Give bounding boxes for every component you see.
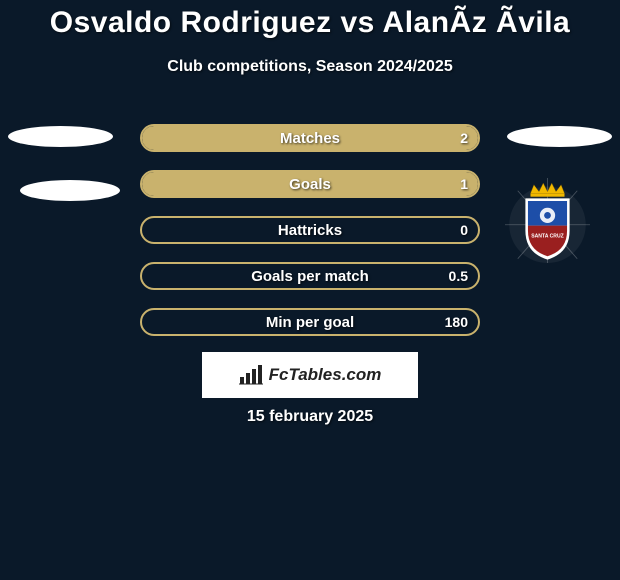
left-player-badge-placeholder-1 (8, 126, 113, 147)
stat-bar-goals-per-match: Goals per match 0.5 (140, 262, 480, 290)
right-player-badge-placeholder (507, 126, 612, 147)
stat-label: Goals (142, 172, 478, 196)
stat-bar-goals: Goals 1 (140, 170, 480, 198)
crest-icon: SANTA CRUZ (505, 178, 590, 263)
page-root: Osvaldo Rodriguez vs AlanÃz Ãvila Club c… (0, 0, 620, 580)
stat-label: Matches (142, 126, 478, 150)
stat-value: 180 (445, 310, 468, 334)
stat-bar-matches: Matches 2 (140, 124, 480, 152)
stat-value: 0.5 (449, 264, 468, 288)
stat-label: Min per goal (142, 310, 478, 334)
left-player-badge-placeholder-2 (20, 180, 120, 201)
page-subtitle: Club competitions, Season 2024/2025 (0, 58, 620, 76)
stat-value: 1 (460, 172, 468, 196)
watermark: FcTables.com (202, 352, 418, 398)
stat-label: Hattricks (142, 218, 478, 242)
stat-label: Goals per match (142, 264, 478, 288)
footer-date: 15 february 2025 (0, 408, 620, 426)
bar-chart-icon (239, 365, 263, 385)
page-title: Osvaldo Rodriguez vs AlanÃz Ãvila (0, 0, 620, 40)
svg-text:SANTA CRUZ: SANTA CRUZ (531, 234, 564, 240)
club-crest: SANTA CRUZ (505, 178, 590, 263)
watermark-text: FcTables.com (269, 365, 382, 385)
stats-bar-container: Matches 2 Goals 1 Hattricks 0 Goals per … (140, 124, 480, 354)
stat-bar-hattricks: Hattricks 0 (140, 216, 480, 244)
stat-bar-min-per-goal: Min per goal 180 (140, 308, 480, 336)
stat-value: 2 (460, 126, 468, 150)
stat-value: 0 (460, 218, 468, 242)
